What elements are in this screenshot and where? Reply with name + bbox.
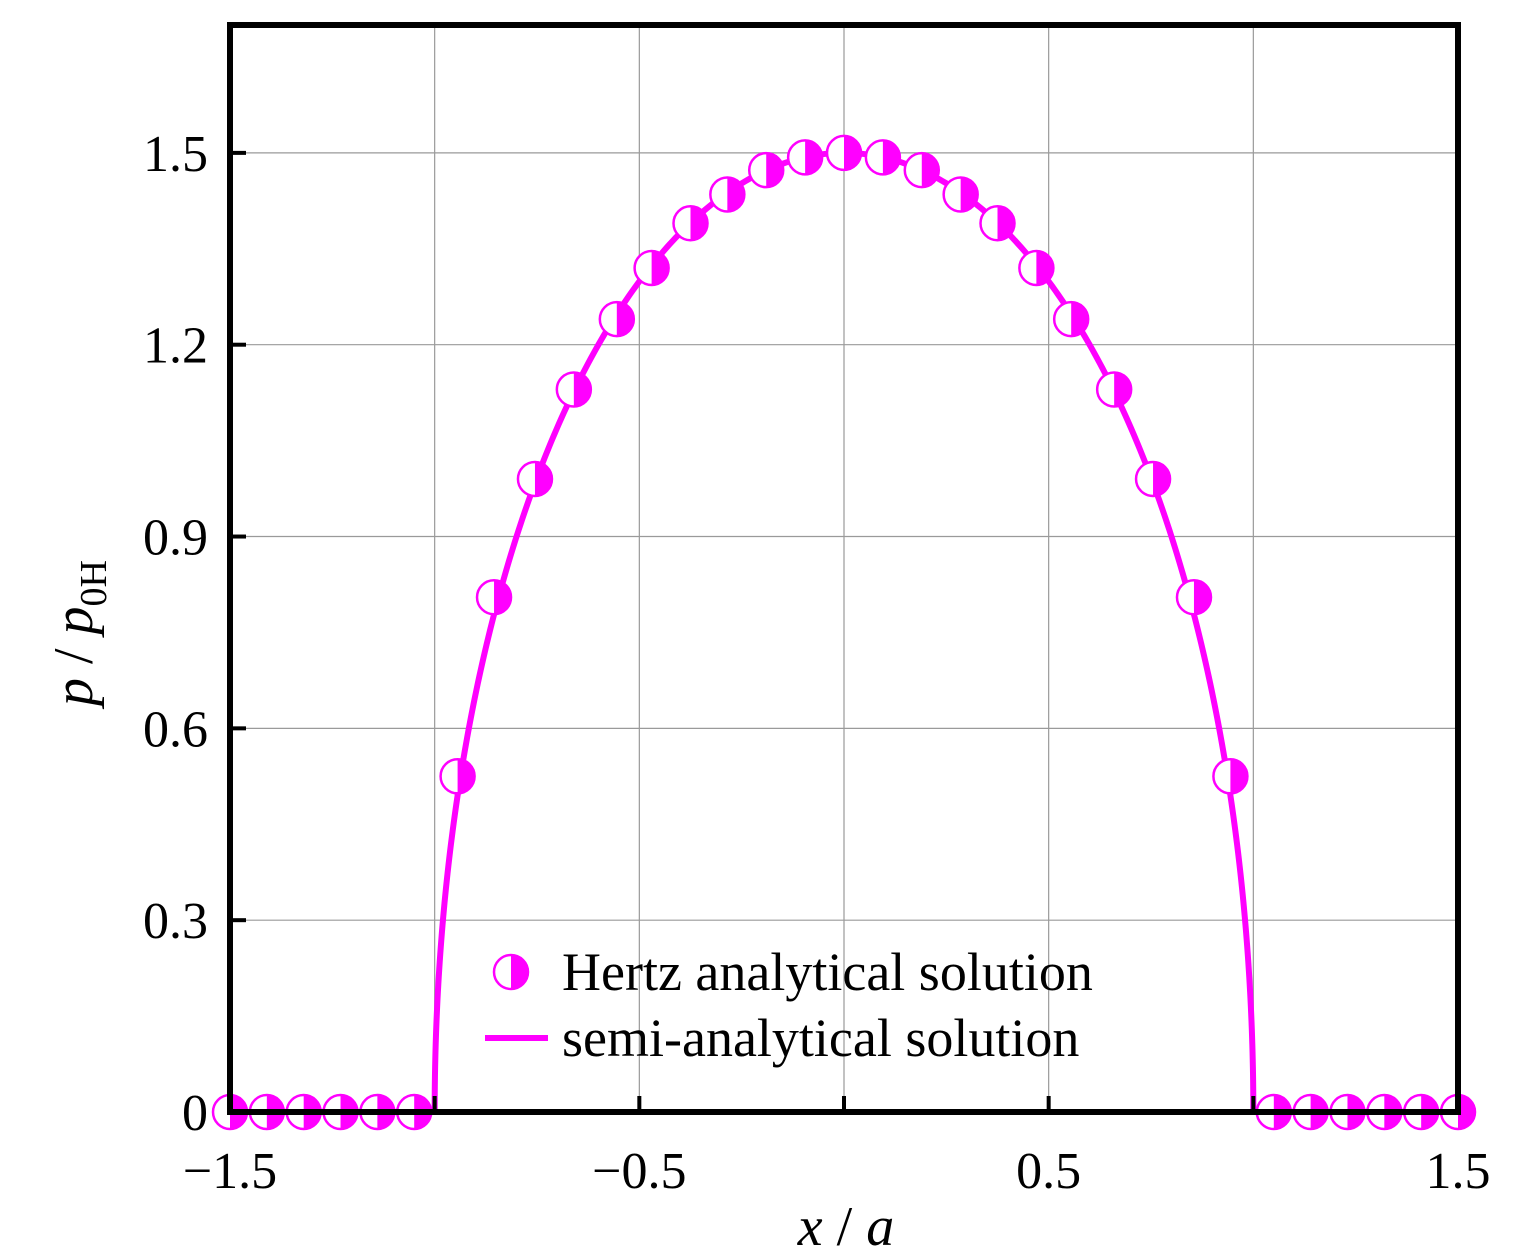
x-tick-label: 0.5 (1016, 1143, 1081, 1200)
legend-marker-hertz (492, 953, 530, 991)
axis-ticks (228, 150, 1460, 1114)
y-tick-labels: 0 0.3 0.6 0.9 1.2 1.5 (143, 126, 208, 1142)
data-point-hertz (1134, 460, 1172, 498)
x-tick-label: 1.5 (1426, 1143, 1491, 1200)
data-point-hertz (786, 139, 824, 176)
data-point-hertz (1052, 300, 1090, 338)
data-point-hertz (903, 151, 941, 189)
y-axis-label-var: p (43, 678, 105, 710)
x-tick-label: −1.5 (183, 1143, 277, 1200)
y-axis-label-den: p (43, 606, 105, 638)
y-tick-label: 0.6 (143, 701, 208, 758)
data-point-hertz (598, 300, 636, 338)
data-point-hertz (672, 204, 709, 242)
data-point-hertz (747, 151, 785, 189)
x-tick-label: −0.5 (592, 1143, 686, 1200)
data-point-hertz (864, 139, 902, 176)
data-point-hertz (979, 204, 1016, 242)
data-point-hertz (439, 758, 476, 795)
y-axis-label: p / p0H (43, 560, 115, 710)
y-tick-label: 0.3 (143, 893, 208, 950)
marker-layer (211, 134, 1477, 1131)
data-point-hertz (825, 134, 863, 172)
data-point-hertz (1175, 579, 1213, 616)
data-point-hertz (633, 249, 670, 287)
data-point-hertz (516, 460, 554, 498)
data-point-hertz (709, 176, 746, 213)
y-tick-label: 1.5 (143, 126, 208, 183)
legend-label-semi-analytical: semi-analytical solution (562, 1008, 1079, 1068)
y-axis-label-sep: / (43, 634, 105, 678)
y-tick-label: 0 (182, 1085, 208, 1142)
x-axis-label-sep: / (823, 1196, 867, 1257)
data-point-hertz (555, 371, 593, 408)
y-tick-label: 0.9 (143, 510, 208, 567)
data-point-hertz (1095, 371, 1133, 408)
x-axis-label: x / a (797, 1196, 894, 1257)
data-point-hertz (475, 579, 513, 616)
x-tick-labels: −1.5 −0.5 0.5 1.5 (183, 1143, 1491, 1200)
x-axis-label-var: x (797, 1196, 823, 1257)
legend-label-hertz: Hertz analytical solution (562, 942, 1093, 1002)
x-axis-label-den: a (866, 1196, 894, 1257)
data-point-hertz (1212, 758, 1249, 795)
y-tick-label: 1.2 (143, 318, 208, 375)
y-axis-label-subscript: 0H (73, 560, 115, 606)
data-point-hertz (1018, 249, 1055, 287)
legend: Hertz analytical solution semi-analytica… (485, 942, 1093, 1068)
legend-marker-symbol (492, 953, 530, 991)
data-point-hertz (942, 176, 979, 213)
